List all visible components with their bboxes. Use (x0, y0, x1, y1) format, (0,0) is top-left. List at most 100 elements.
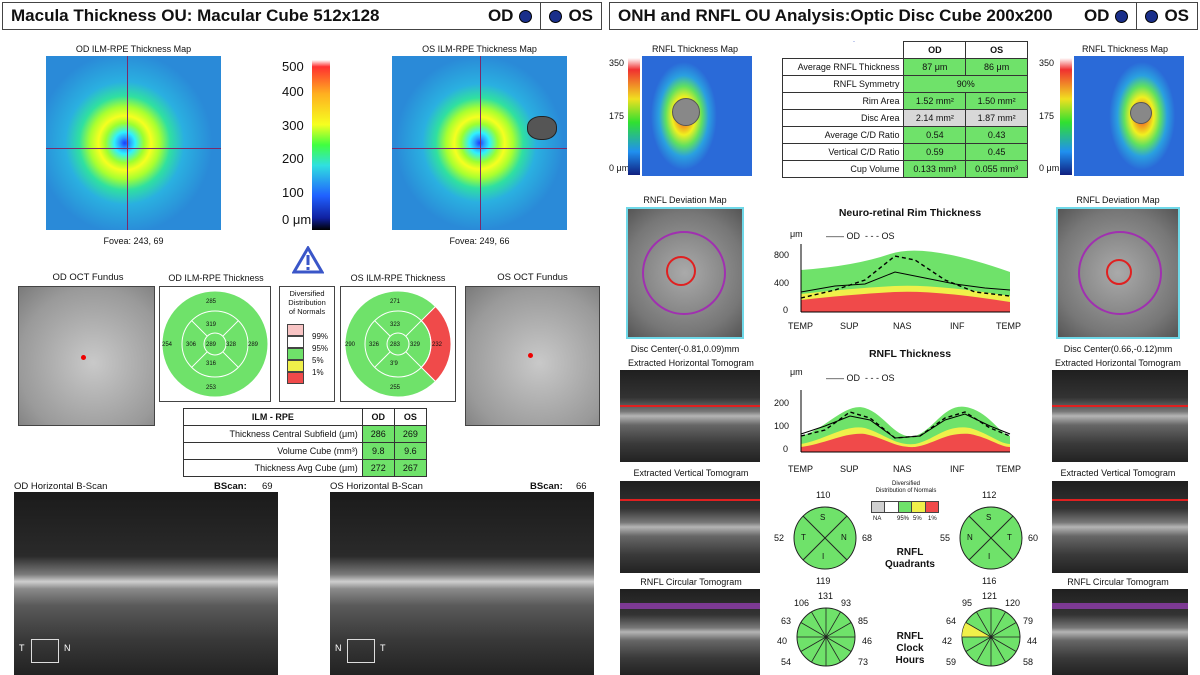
legend-95: 95% (312, 344, 329, 353)
os-map-title: OS ILM-RPE Thickness Map (422, 44, 537, 54)
od-rnfl-scale (628, 58, 640, 175)
od-outer-bottom: 253 (206, 385, 217, 391)
table-header-os: OS (965, 41, 1028, 59)
os-clock-hours-chart (961, 607, 1021, 667)
legend-title: Diversified Distribution of Normals (288, 289, 326, 316)
od-ext-horizontal-tomogram (620, 370, 760, 462)
rim-tick-400: 400 (774, 278, 790, 288)
onh-title: ONH and RNFL OU Analysis:Optic Disc Cube… (618, 6, 1053, 25)
orientation-icon (347, 639, 375, 663)
colorbar-500: 500 (282, 59, 304, 74)
os-quad-left: 55 (940, 533, 951, 543)
quad-legend-title: Diversified Distribution of Normals (875, 481, 937, 494)
os-eye-indicator: OS (541, 3, 601, 29)
legend-5: 5% (312, 356, 324, 365)
colorbar-200: 200 (282, 151, 304, 166)
os-rnfl-scale (1060, 58, 1072, 175)
table-header-os: OS (393, 408, 428, 426)
od-center: 289 (206, 342, 217, 348)
os-outer-top: 271 (390, 299, 401, 305)
od-quad-top: 110 (816, 490, 831, 500)
rnfl-x-inf: INF (950, 464, 965, 474)
os-scale-350: 350 (1039, 58, 1055, 68)
rnfl-x-sup: SUP (840, 464, 859, 474)
od-eye-indicator: OD (480, 3, 541, 29)
od-rnfl-thickness-map (642, 56, 752, 176)
os-etdrs-panel (340, 286, 456, 402)
od-ext-vertical-title: Extracted Vertical Tomogram (633, 468, 749, 478)
od-rnfl-map-title: RNFL Thickness Map (651, 44, 739, 54)
os-horizontal-bscan: N T (330, 492, 594, 675)
od-quad-left: 52 (774, 533, 785, 543)
thickness-colorbar (312, 60, 330, 230)
os-rnfl-deviation-map (1056, 207, 1180, 339)
os-ext-horizontal-tomogram (1052, 370, 1188, 462)
warning-icon[interactable] (292, 246, 324, 274)
rnfl-chart-title: RNFL Thickness (868, 348, 952, 360)
od-outer-top: 285 (206, 299, 217, 305)
os-eye-indicator: OS (1137, 3, 1197, 29)
rim-tick-800: 800 (774, 250, 790, 260)
legend-swatch-pink (287, 324, 304, 336)
od-clock-hours-chart (796, 607, 856, 667)
os-outer-bottom: 255 (390, 385, 401, 391)
os-ext-vertical-title: Extracted Vertical Tomogram (1060, 468, 1176, 478)
rnfl-legend: —— OD - - - OS (826, 373, 895, 383)
od-scale-175: 175 (609, 111, 625, 121)
rnfl-x-nas: NAS (893, 464, 912, 474)
table-row: Thickness Avg Cube (μm) 272 267 (183, 459, 428, 477)
od-horizontal-bscan: T N (14, 492, 278, 675)
od-clock-10: 63 (781, 616, 792, 626)
os-bscan-title: OS Horizontal B-Scan (330, 481, 423, 492)
table-row: Average RNFL Thickness 87 μm 86 μm (781, 58, 1028, 76)
os-ext-horizontal-title: Extracted Horizontal Tomogram (1055, 358, 1181, 368)
od-rnfl-deviation-map (626, 207, 744, 339)
rnfl-x-temp2: TEMP (996, 464, 1022, 474)
od-thickness-title: OD ILM-RPE Thickness (168, 273, 264, 283)
quadrants-label: RNFL Quadrants (884, 547, 935, 570)
od-fovea: Fovea: 243, 69 (103, 236, 164, 246)
od-clock-8: 54 (781, 657, 792, 667)
table-header-od: OD (903, 41, 967, 59)
os-inner-top: 323 (390, 322, 401, 328)
od-outer-right: 289 (248, 342, 259, 348)
normals-legend (279, 286, 335, 402)
os-circ-title: RNFL Circular Tomogram (1067, 577, 1169, 587)
os-center: 283 (390, 342, 401, 348)
os-ext-vertical-tomogram (1052, 481, 1188, 573)
od-bscan-number: 69 (262, 481, 273, 492)
os-thickness-title: OS ILM-RPE Thickness (350, 273, 446, 283)
od-ext-horizontal-title: Extracted Horizontal Tomogram (628, 358, 754, 368)
os-outer-left: 290 (345, 342, 356, 348)
od-oct-fundus (18, 286, 155, 426)
od-scale-350: 350 (609, 58, 625, 68)
od-etdrs-grid (161, 290, 269, 398)
rim-x-temp1: TEMP (788, 321, 814, 331)
ilm-rpe-table: ILM - RPE OD OS Thickness Central Subfie… (183, 408, 428, 477)
os-scale-0: 0 μm (1039, 163, 1060, 173)
od-clock-3: 46 (862, 636, 873, 646)
od-scale-0: 0 μm (609, 163, 630, 173)
os-inner-right: 329 (410, 342, 421, 348)
colorbar-0: 0 μm (282, 212, 312, 227)
os-quad-top: 112 (982, 490, 997, 500)
macula-title: Macula Thickness OU: Macular Cube 512x12… (11, 6, 380, 25)
rim-x-nas: NAS (893, 321, 912, 331)
os-dot-icon (549, 9, 563, 23)
os-clock-12: 121 (982, 591, 998, 601)
table-row: Disc Area 2.14 mm² 1.87 mm² (781, 109, 1028, 127)
os-dot-icon (1145, 9, 1159, 23)
od-circ-title: RNFL Circular Tomogram (640, 577, 742, 587)
os-rnfl-map-title: RNFL Thickness Map (1081, 44, 1169, 54)
os-outer-right: 232 (432, 342, 443, 348)
os-fundus-title: OS OCT Fundus (497, 272, 568, 283)
od-clock-12: 131 (818, 591, 834, 601)
rnfl-thickness-chart (800, 390, 1011, 453)
rim-tick-0: 0 (783, 305, 789, 315)
rnfl-unit: μm (790, 367, 803, 377)
onh-header: ONH and RNFL OU Analysis:Optic Disc Cube… (609, 2, 1198, 30)
od-bscan-title: OD Horizontal B-Scan (14, 481, 108, 492)
legend-99: 99% (312, 332, 329, 341)
table-row: Thickness Central Subfield (μm) 286 269 (183, 425, 428, 443)
